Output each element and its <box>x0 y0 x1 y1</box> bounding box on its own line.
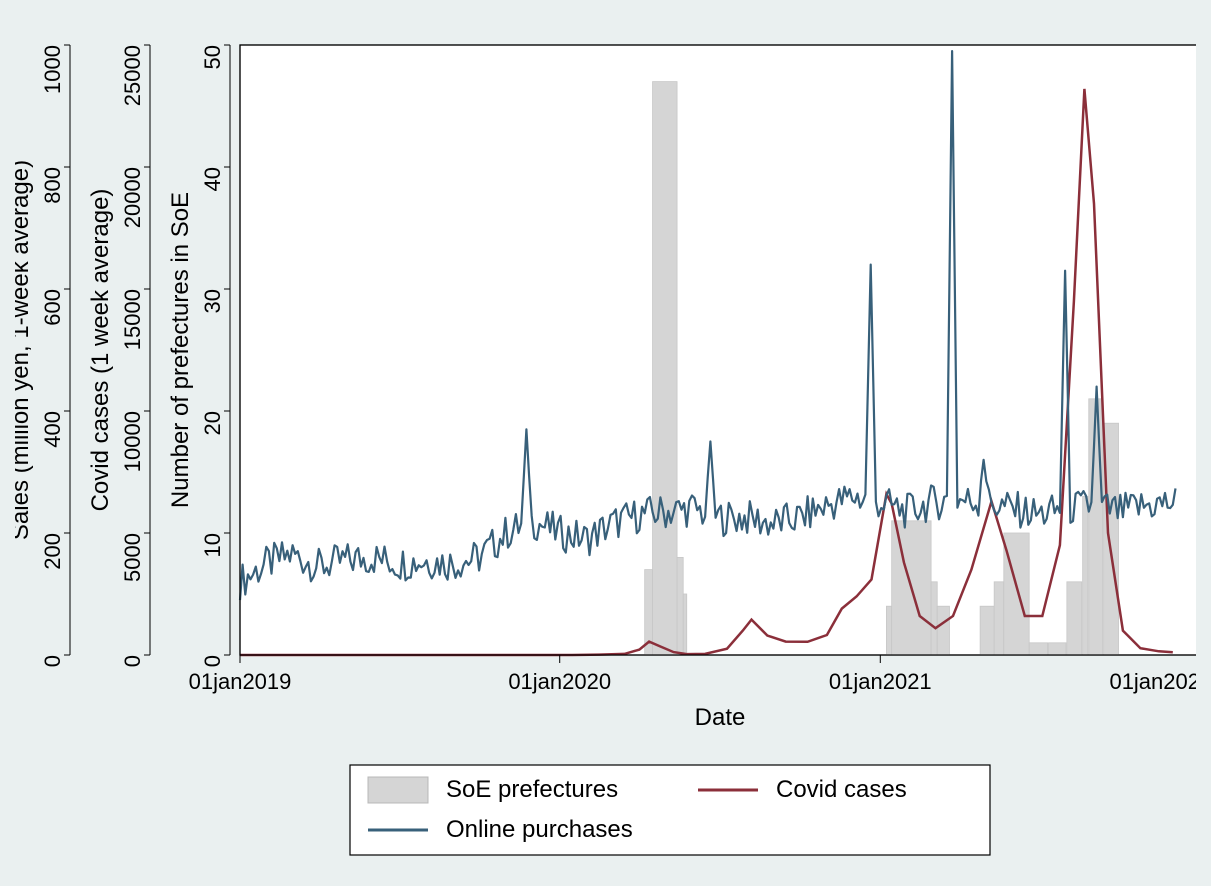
y-tick-label-soe: 0 <box>200 655 225 667</box>
y-tick-label-covid: 5000 <box>120 533 145 582</box>
y-tick-label-soe: 10 <box>200 533 225 557</box>
y-tick-label-soe: 30 <box>200 289 225 313</box>
y-tick-label-soe: 40 <box>200 167 225 191</box>
y-axis-title-covid: Covid cases (1 week average) <box>87 189 114 512</box>
legend-label: SoE prefectures <box>446 776 618 803</box>
y-tick-label-sales: 600 <box>40 289 65 326</box>
x-tick-label: 01jan2020 <box>508 669 611 694</box>
x-tick-label: 01jan2019 <box>189 669 292 694</box>
y-tick-label-covid: 0 <box>120 655 145 667</box>
x-axis-title: Date <box>695 704 746 731</box>
legend-swatch <box>368 777 428 803</box>
y-tick-label-sales: 400 <box>40 411 65 448</box>
y-tick-label-sales: 0 <box>40 655 65 667</box>
legend-label: Covid cases <box>776 776 907 803</box>
y-axis-title-sales: Sales (million yen, 1-week average) <box>15 160 34 540</box>
chart-svg: 01jan2019 01jan2020 01jan2021 01jan202 Date 0… <box>15 15 1196 871</box>
y-tick-label-soe: 20 <box>200 411 225 435</box>
y-tick-label-covid: 10000 <box>120 411 145 472</box>
y-tick-label-covid: 15000 <box>120 289 145 350</box>
y-axis-title-soe: Number of prefectures in SoE <box>167 192 194 508</box>
chart-container: 01jan2019 01jan2020 01jan2021 01jan202 Date 0… <box>15 15 1196 871</box>
x-tick-label: 01jan2021 <box>829 669 932 694</box>
y-tick-label-sales: 800 <box>40 167 65 204</box>
y-tick-label-covid: 25000 <box>120 45 145 106</box>
y-tick-label-sales: 1000 <box>40 45 65 94</box>
legend-label: Online purchases <box>446 816 633 843</box>
y-tick-label-covid: 20000 <box>120 167 145 228</box>
y-tick-label-soe: 50 <box>200 45 225 69</box>
y-tick-label-sales: 200 <box>40 533 65 570</box>
x-tick-label: 01jan202 <box>1109 669 1196 694</box>
